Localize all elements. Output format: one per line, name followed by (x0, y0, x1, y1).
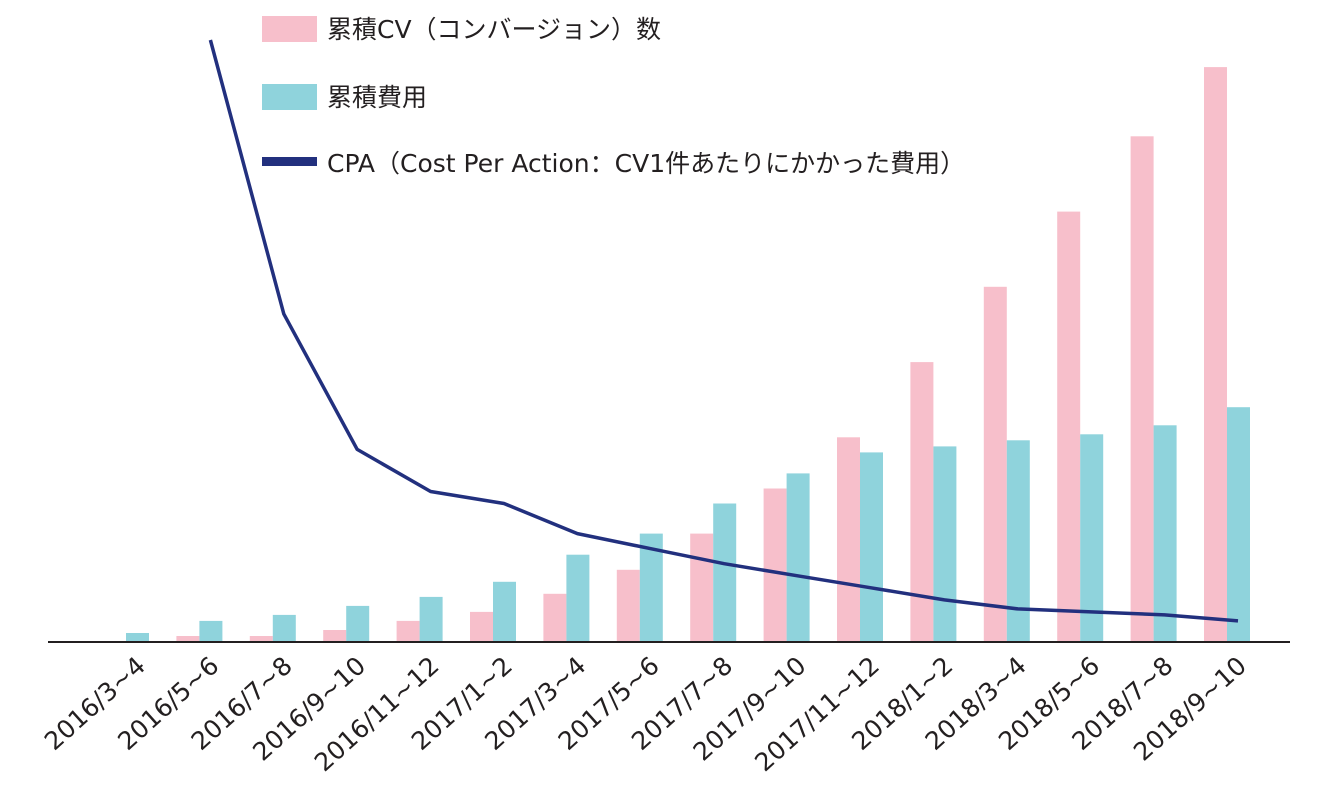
bar-cv-11 (910, 362, 934, 642)
cpa-line-group (208, 39, 1239, 623)
bar-cv-15 (1204, 67, 1227, 643)
bar-cv-6 (543, 593, 567, 642)
bar-cv-1 (176, 636, 200, 642)
bar-cv-4 (396, 620, 420, 642)
bar-cv-2 (249, 636, 273, 642)
x-tick-labels: 2016/3~42016/5~62016/7~82016/9~102016/11… (39, 651, 1252, 777)
bar-cost-3 (346, 605, 370, 642)
bar-cv-10 (837, 437, 860, 642)
x-tick-label-4: 2016/11~12 (309, 651, 445, 777)
bar-cv-12 (983, 286, 1007, 642)
bar-cost-8 (713, 503, 737, 642)
legend: 累積CV（コンバージョン）数 累積費用 CPA（Cost Per Action：… (262, 15, 965, 178)
bar-cost-11 (933, 446, 957, 642)
bar-cost-6 (566, 554, 590, 642)
legend-label-cv: 累積CV（コンバージョン）数 (327, 15, 661, 44)
bar-cost-14 (1153, 425, 1177, 642)
bar-cv-14 (1130, 136, 1154, 643)
bar-cost-13 (1080, 434, 1104, 642)
legend-swatch-cv (262, 16, 317, 42)
legend-label-cpa: CPA（Cost Per Action：CV1件あたりにかかった費用） (327, 149, 965, 178)
bar-cost-7 (639, 533, 663, 642)
bar-cv-13 (1057, 211, 1081, 642)
bar-cost-12 (1006, 440, 1030, 642)
bar-cv-3 (323, 630, 347, 642)
legend-swatch-cpa (262, 157, 317, 166)
bar-cost-1 (199, 620, 223, 642)
cpa-line (208, 39, 1239, 623)
x-tick-label-10: 2017/11~12 (749, 651, 885, 777)
bar-cost-15 (1227, 407, 1250, 642)
bar-cv-8 (690, 533, 714, 642)
bar-cv-7 (616, 569, 640, 642)
bars-group (126, 67, 1250, 643)
legend-swatch-cost (262, 84, 317, 110)
bar-cost-4 (419, 596, 443, 642)
bar-cost-2 (272, 614, 296, 642)
legend-label-cost: 累積費用 (327, 83, 427, 112)
bar-cost-0 (126, 633, 149, 642)
bar-cost-5 (493, 581, 516, 642)
bar-cv-5 (470, 611, 493, 642)
bar-cv-9 (763, 488, 787, 642)
bar-cost-9 (786, 473, 810, 642)
bar-cost-10 (860, 452, 883, 642)
